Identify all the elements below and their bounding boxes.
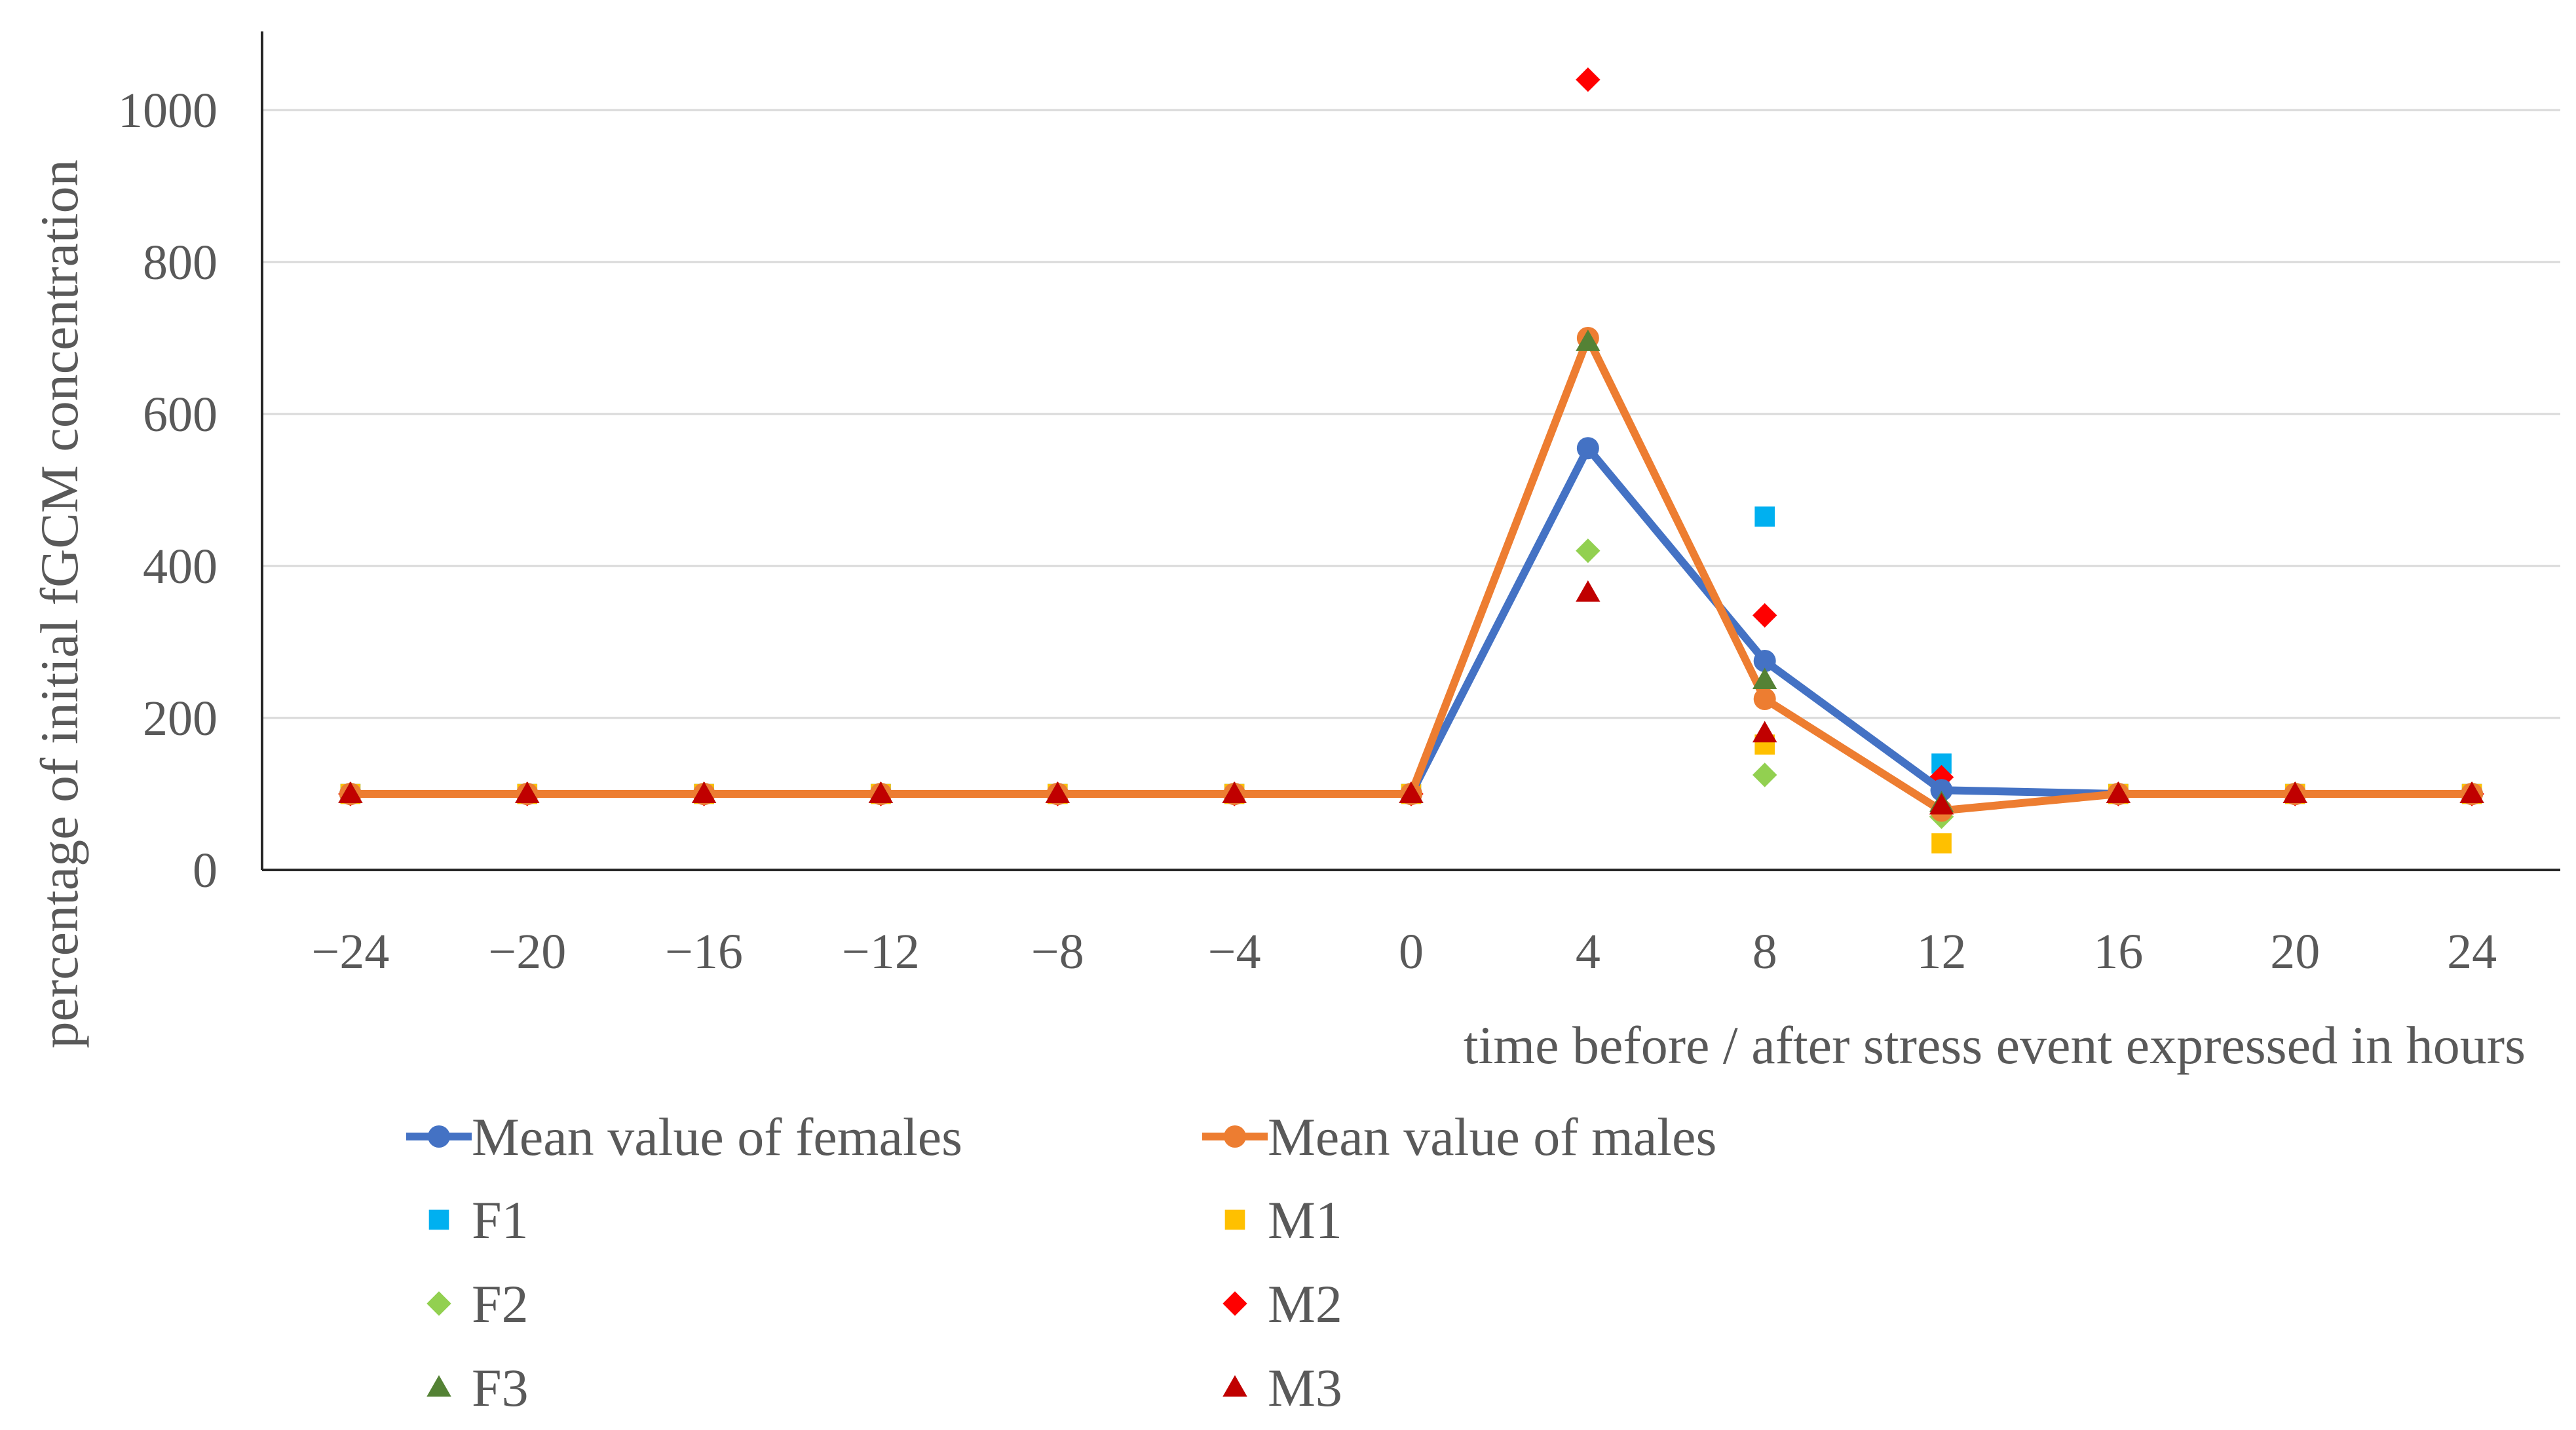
y-tick-label: 400 (143, 539, 218, 594)
axes (261, 31, 2560, 871)
data-point (1576, 580, 1601, 602)
y-tick-labels: 0 200 400 600 800 1000 (118, 83, 218, 898)
legend-label: Mean value of males (1268, 1107, 1716, 1167)
data-point (691, 781, 717, 804)
legend-marker (1224, 1125, 1246, 1148)
data-point (2459, 781, 2484, 804)
legend-entry-f2: F2 (426, 1274, 529, 1334)
series-m2 (338, 67, 2484, 806)
data-point (1752, 668, 1777, 690)
data-point (1929, 793, 1954, 815)
x-tick-label: −24 (311, 924, 389, 979)
data-point (868, 781, 894, 804)
series-mean-value-of-males (339, 327, 2484, 822)
legend-entry-m3: M3 (1222, 1358, 1342, 1418)
x-tick-label: 20 (2270, 924, 2320, 979)
legend-label: F2 (472, 1274, 529, 1334)
x-tick-label: −20 (488, 924, 566, 979)
legend-marker (426, 1291, 451, 1316)
data-point (1576, 329, 1601, 351)
y-tick-label: 0 (193, 843, 218, 898)
series-f1 (340, 506, 2482, 804)
legend-entry-m2: M2 (1222, 1274, 1342, 1334)
gridlines (262, 109, 2560, 719)
series-mean-value-of-females (339, 437, 2484, 805)
x-tick-label: −16 (665, 924, 743, 979)
legend-entry-mean-value-of-males: Mean value of males (1202, 1107, 1716, 1167)
data-point (2282, 781, 2307, 804)
x-tick-label: 12 (1917, 924, 1967, 979)
data-point (1576, 437, 1599, 460)
legend-marker (428, 1125, 450, 1148)
legend-label: M1 (1268, 1190, 1342, 1250)
legend: Mean value of females Mean value of males… (406, 1107, 1716, 1418)
data-point (1753, 688, 1776, 710)
legend-entry-f3: F3 (426, 1358, 529, 1418)
y-tick-label: 800 (143, 235, 218, 290)
y-axis-title: percentage of initial fGCM concentration (29, 159, 89, 1048)
legend-marker (1222, 1375, 1247, 1397)
data-point (515, 781, 540, 804)
x-tick-label: 24 (2447, 924, 2497, 979)
legend-marker (1222, 1291, 1247, 1316)
x-tick-label: −8 (1031, 924, 1084, 979)
x-tick-labels: −24 −20 −16 −12 −8 −4 0 4 8 12 16 20 24 (311, 924, 2497, 979)
x-tick-label: 4 (1576, 924, 1601, 979)
y-tick-label: 200 (143, 691, 218, 746)
data-point (1752, 721, 1777, 743)
legend-marker (426, 1375, 451, 1397)
series-f3 (338, 329, 2484, 812)
legend-label: M3 (1268, 1358, 1342, 1418)
x-tick-label: −12 (842, 924, 920, 979)
data-point (1576, 67, 1601, 92)
legend-entry-m1: M1 (1224, 1190, 1342, 1250)
legend-label: F1 (472, 1190, 529, 1250)
legend-marker (1224, 1209, 1245, 1230)
data-point (1222, 781, 1247, 804)
data-point (338, 781, 363, 804)
data-point (1399, 781, 1424, 804)
data-point (1752, 603, 1777, 628)
legend-marker (428, 1209, 449, 1230)
data-point (1753, 650, 1776, 672)
x-tick-label: −4 (1208, 924, 1261, 979)
x-tick-label: 0 (1399, 924, 1424, 979)
series-line-mean-value-of-males (346, 334, 2476, 815)
y-tick-label: 600 (143, 387, 218, 442)
series-line-mean-value-of-females (346, 444, 2476, 798)
x-axis-title: time before / after stress event express… (1464, 1015, 2526, 1075)
legend-label: Mean value of females (472, 1107, 962, 1167)
data-point (1752, 762, 1777, 787)
series-m3 (338, 580, 2484, 815)
y-tick-label: 1000 (118, 83, 218, 138)
x-tick-label: 8 (1752, 924, 1777, 979)
data-point (1045, 781, 1070, 804)
legend-label: M2 (1268, 1274, 1342, 1334)
data-point (1931, 833, 1952, 854)
data-point (2106, 781, 2131, 804)
legend-label: F3 (472, 1358, 529, 1418)
legend-entry-f1: F1 (428, 1190, 529, 1250)
data-point (1754, 506, 1775, 527)
x-tick-label: 16 (2093, 924, 2143, 979)
data-point (1930, 779, 1953, 802)
plot-area (338, 67, 2484, 854)
legend-entry-mean-value-of-females: Mean value of females (406, 1107, 962, 1167)
data-point (1576, 538, 1601, 563)
